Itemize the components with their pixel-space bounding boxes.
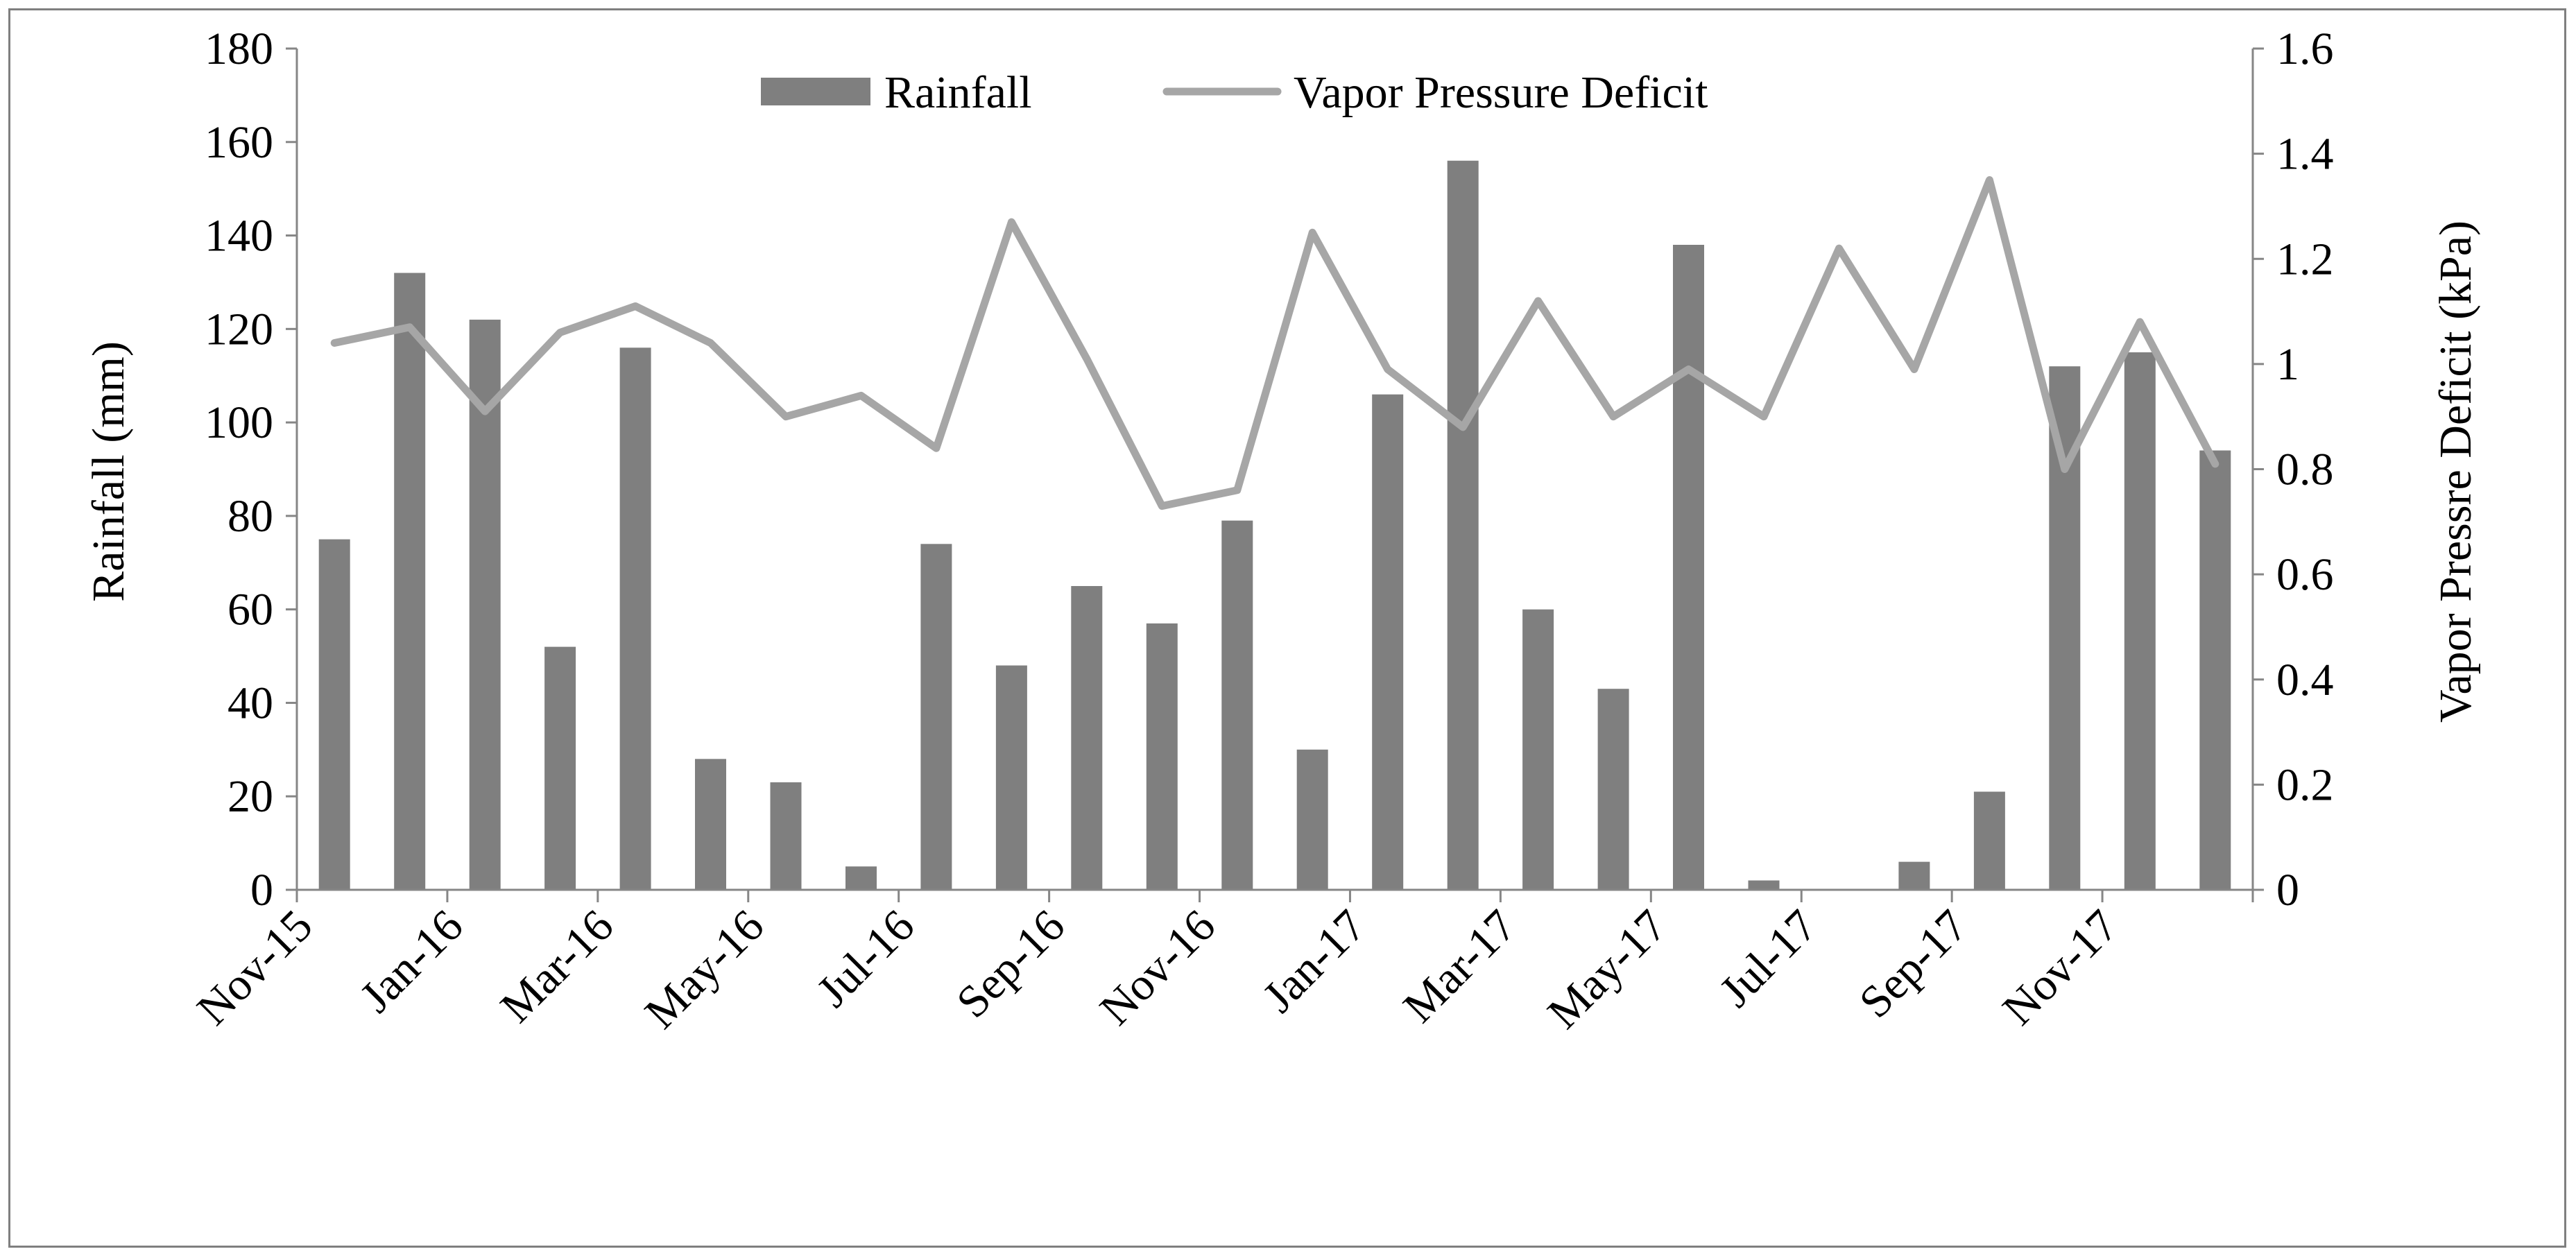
y2-tick-label: 0.8 xyxy=(2276,445,2334,495)
y-tick-label: 180 xyxy=(205,24,273,74)
y-tick-label: 80 xyxy=(227,491,273,542)
y2-tick-label: 1 xyxy=(2276,339,2299,390)
bar-rainfall-Jun-16 xyxy=(845,866,877,890)
y2-tick-label: 1.4 xyxy=(2276,129,2334,180)
x-tick-label: Nov-17 xyxy=(1993,900,2127,1035)
y-axis-ticks: 0 20 40 60 80 100 120 140 160 180 xyxy=(205,24,297,915)
x-tick-label: Sep-16 xyxy=(947,900,1074,1028)
bar-rainfall-Sep-17 xyxy=(1973,791,2005,890)
bar-rainfall-Nov-15 xyxy=(318,539,350,890)
bar-rainfall-Feb-16 xyxy=(544,646,576,890)
x-tick-label: Jan-17 xyxy=(1253,900,1375,1022)
bar-rainfall-Jun-17 xyxy=(1748,880,1780,890)
x-axis-ticks: Nov-15 Jan-16 Mar-16 May-16 Jul-16 Sep-16 Nov-… xyxy=(187,890,2254,1038)
bar-rainfall-Aug-16 xyxy=(995,665,1027,890)
bar-rainfall-Nov-16 xyxy=(1221,520,1253,890)
y2-tick-label: 0 xyxy=(2276,865,2299,915)
y2-tick-label: 1.2 xyxy=(2276,234,2334,284)
y-tick-label: 40 xyxy=(227,678,273,728)
x-tick-label: Mar-17 xyxy=(1393,900,1526,1033)
rainfall-bars xyxy=(318,160,2231,891)
x-tick-label: Jul-17 xyxy=(1710,900,1827,1017)
y2-axis-title: Vapor Pressre Deficit (kPa) xyxy=(2430,221,2481,723)
bar-rainfall-Dec-15 xyxy=(394,273,426,890)
bar-rainfall-May-17 xyxy=(1673,245,1704,890)
bar-rainfall-Jul-16 xyxy=(920,544,952,890)
y2-tick-label: 0.4 xyxy=(2276,655,2334,705)
x-tick-label: Sep-17 xyxy=(1850,900,1977,1028)
legend-vpd-label: Vapor Pressure Deficit xyxy=(1294,67,1708,118)
x-tick-label: Nov-15 xyxy=(187,900,322,1035)
bar-rainfall-May-16 xyxy=(770,782,802,890)
y-tick-label: 160 xyxy=(205,117,273,168)
bar-rainfall-Sep-16 xyxy=(1071,586,1103,890)
bar-rainfall-Jan-17 xyxy=(1372,394,1404,890)
y-axis-title: Rainfall (mm) xyxy=(83,341,134,602)
bar-rainfall-Aug-17 xyxy=(1898,861,1930,890)
y-tick-label: 60 xyxy=(227,585,273,635)
bar-rainfall-Dec-17 xyxy=(2199,450,2231,890)
y-tick-label: 120 xyxy=(205,304,273,354)
vpd-series-line xyxy=(330,176,2219,510)
y2-tick-label: 1.6 xyxy=(2276,24,2334,74)
x-tick-label: May-16 xyxy=(635,900,773,1038)
x-tick-label: Jul-16 xyxy=(807,900,924,1017)
bar-rainfall-Apr-16 xyxy=(695,759,726,890)
x-tick-label: Jan-16 xyxy=(350,900,472,1022)
legend-rainfall-swatch xyxy=(761,78,870,105)
y2-axis-ticks: 0 0.2 0.4 0.6 0.8 1 1.2 1.4 1.6 xyxy=(2253,24,2334,915)
bar-rainfall-Mar-16 xyxy=(619,347,651,890)
y-tick-label: 20 xyxy=(227,771,273,822)
legend: Rainfall Vapor Pressure Deficit xyxy=(761,67,1708,118)
bar-rainfall-Nov-17 xyxy=(2124,352,2156,890)
bar-rainfall-Oct-16 xyxy=(1146,623,1178,890)
y-tick-label: 0 xyxy=(250,865,273,915)
y-tick-label: 140 xyxy=(205,211,273,261)
y2-tick-label: 0.2 xyxy=(2276,759,2334,810)
x-tick-label: Mar-16 xyxy=(491,900,624,1033)
y2-tick-label: 0.6 xyxy=(2276,549,2334,600)
bar-rainfall-Feb-17 xyxy=(1447,160,1479,891)
bar-rainfall-Mar-17 xyxy=(1522,609,1554,890)
legend-rainfall-label: Rainfall xyxy=(884,67,1032,118)
y-tick-label: 100 xyxy=(205,397,273,448)
x-tick-label: May-17 xyxy=(1538,900,1676,1038)
bar-rainfall-Dec-16 xyxy=(1296,749,1328,890)
x-tick-label: Nov-16 xyxy=(1090,900,1225,1035)
bar-rainfall-Apr-17 xyxy=(1597,689,1629,890)
axes xyxy=(295,49,2254,891)
